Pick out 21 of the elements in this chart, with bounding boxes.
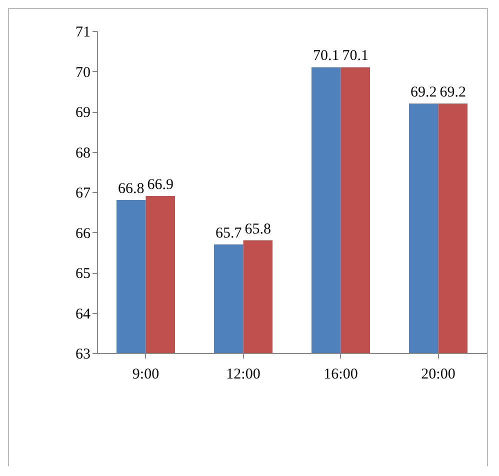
y-tick-label: 64 xyxy=(76,306,91,322)
data-label: 65.8 xyxy=(244,221,271,238)
data-label: 69.2 xyxy=(410,84,437,100)
data-label: 66.8 xyxy=(118,181,144,198)
x-tick-label: 16:00 xyxy=(324,366,358,382)
x-tick-label: 9:00 xyxy=(132,366,160,382)
y-tick-label: 70 xyxy=(76,64,90,81)
y-tick-label: 69 xyxy=(76,105,90,121)
x-tick-label: 12:00 xyxy=(226,366,260,382)
y-tick-label: 71 xyxy=(76,24,90,40)
x-tick-label: 20:00 xyxy=(421,366,456,382)
data-label: 65.7 xyxy=(216,225,242,242)
y-tick-label: 67 xyxy=(76,186,91,202)
y-tick-label: 65 xyxy=(76,266,90,282)
y-tick-label: 66 xyxy=(76,226,91,242)
data-label: 70.1 xyxy=(313,48,340,64)
y-tick-label: 63 xyxy=(76,346,90,362)
y-tick-label: 68 xyxy=(76,145,90,162)
data-label: 66.9 xyxy=(147,177,174,194)
data-label: 69.2 xyxy=(440,84,466,100)
data-label: 70.1 xyxy=(342,48,368,64)
